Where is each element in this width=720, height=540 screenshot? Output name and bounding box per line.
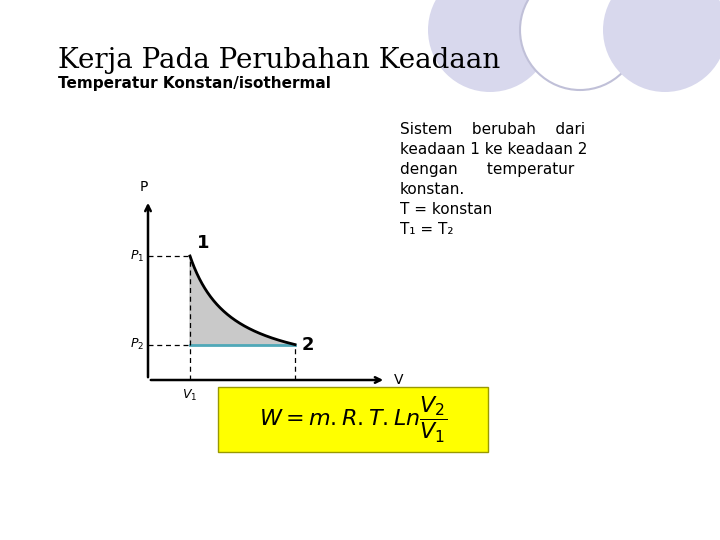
Text: $W = m.R.T.Ln\dfrac{V_2}{V_1}$: $W = m.R.T.Ln\dfrac{V_2}{V_1}$ [258, 394, 447, 444]
Circle shape [428, 0, 552, 92]
Text: T₁ = T₂: T₁ = T₂ [400, 222, 454, 237]
Text: 2: 2 [302, 336, 315, 354]
Text: T = konstan: T = konstan [400, 202, 492, 217]
Text: Kerja Pada Perubahan Keadaan: Kerja Pada Perubahan Keadaan [58, 47, 500, 74]
FancyBboxPatch shape [218, 387, 488, 452]
Circle shape [520, 0, 640, 90]
Text: konstan.: konstan. [400, 182, 465, 197]
Text: 1: 1 [197, 234, 210, 252]
Text: dengan      temperatur: dengan temperatur [400, 162, 575, 177]
Polygon shape [190, 256, 295, 345]
Text: P: P [140, 180, 148, 194]
Text: $V_2$: $V_2$ [287, 388, 302, 403]
Text: $P_2$: $P_2$ [130, 337, 144, 352]
Text: V: V [394, 373, 403, 387]
Text: $P_1$: $P_1$ [130, 248, 144, 264]
Text: keadaan 1 ke keadaan 2: keadaan 1 ke keadaan 2 [400, 142, 588, 157]
Text: Sistem    berubah    dari: Sistem berubah dari [400, 122, 585, 137]
Text: $V_1$: $V_1$ [182, 388, 198, 403]
Text: Temperatur Konstan/isothermal: Temperatur Konstan/isothermal [58, 76, 331, 91]
Circle shape [603, 0, 720, 92]
